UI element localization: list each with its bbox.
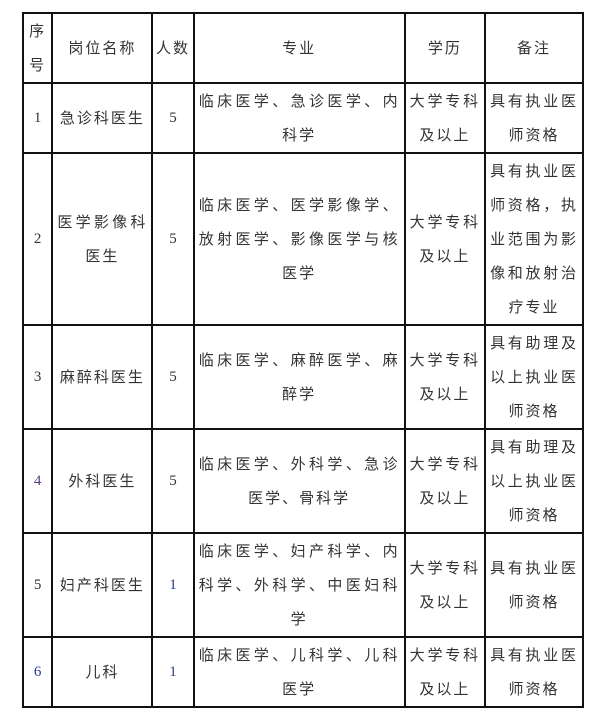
cell-major: 临床医学、急诊医学、内科学 [192,82,406,154]
cell-major: 临床医学、妇产科学、内科学、外科学、中医妇科学 [192,532,406,638]
cell-position: 妇产科医生 [51,532,154,638]
cell-major: 临床医学、儿科学、儿科医学 [192,636,406,708]
cell-no: 6 [21,636,54,708]
cell-note: 具有执业医师资格 [484,532,584,638]
cell-count: 1 [151,636,195,708]
table-row: 6 儿科 1 临床医学、儿科学、儿科医学 大学专科及以上 具有执业医师资格 [21,636,584,708]
cell-count: 1 [151,532,195,638]
cell-major: 临床医学、医学影像学、放射医学、影像医学与核医学 [192,152,406,326]
cell-education: 大学专科及以上 [403,428,487,534]
recruitment-table: 序号 岗位名称 人数 专业 学历 备注 1 急诊科医生 5 临床医学、急诊医学、… [21,12,584,708]
cell-major: 临床医学、外科学、急诊医学、骨科学 [192,428,406,534]
table-row: 3 麻醉科医生 5 临床医学、麻醉医学、麻醉学 大学专科及以上 具有助理及以上执… [21,324,584,430]
header-major: 专业 [192,12,406,84]
header-position: 岗位名称 [51,12,154,84]
cell-note: 具有执业医师资格 [484,636,584,708]
cell-note: 具有助理及以上执业医师资格 [484,324,584,430]
table-row: 5 妇产科医生 1 临床医学、妇产科学、内科学、外科学、中医妇科学 大学专科及以… [21,532,584,638]
header-note: 备注 [484,12,584,84]
cell-position: 急诊科医生 [51,82,154,154]
cell-no: 5 [21,532,54,638]
table-row: 2 医学影像科医生 5 临床医学、医学影像学、放射医学、影像医学与核医学 大学专… [21,152,584,326]
cell-education: 大学专科及以上 [403,532,487,638]
cell-note: 具有助理及以上执业医师资格 [484,428,584,534]
cell-position: 外科医生 [51,428,154,534]
cell-position: 麻醉科医生 [51,324,154,430]
cell-no: 4 [21,428,54,534]
table-row: 1 急诊科医生 5 临床医学、急诊医学、内科学 大学专科及以上 具有执业医师资格 [21,82,584,154]
cell-education: 大学专科及以上 [403,636,487,708]
cell-major: 临床医学、麻醉医学、麻醉学 [192,324,406,430]
header-count: 人数 [151,12,195,84]
cell-education: 大学专科及以上 [403,152,487,326]
cell-note: 具有执业医师资格 [484,82,584,154]
cell-count: 5 [151,82,195,154]
cell-education: 大学专科及以上 [403,82,487,154]
table-row: 4 外科医生 5 临床医学、外科学、急诊医学、骨科学 大学专科及以上 具有助理及… [21,428,584,534]
cell-no: 2 [21,152,54,326]
cell-count: 5 [151,428,195,534]
cell-education: 大学专科及以上 [403,324,487,430]
cell-note: 具有执业医师资格，执业范围为影像和放射治疗专业 [484,152,584,326]
header-row: 序号 岗位名称 人数 专业 学历 备注 [21,12,584,84]
cell-position: 儿科 [51,636,154,708]
header-education: 学历 [403,12,487,84]
cell-count: 5 [151,152,195,326]
cell-count: 5 [151,324,195,430]
cell-position: 医学影像科医生 [51,152,154,326]
header-no: 序号 [21,12,54,84]
cell-no: 1 [21,82,54,154]
cell-no: 3 [21,324,54,430]
